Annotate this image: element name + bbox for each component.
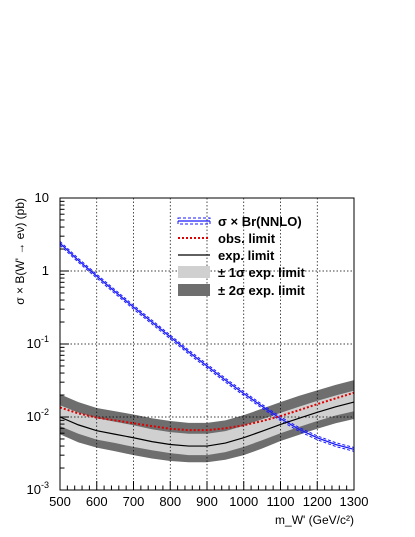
axis-ticks: [59, 197, 355, 491]
x-tick-label: 700: [123, 494, 145, 509]
y-tick-label: 10-1: [27, 334, 49, 351]
legend-label-2sigma: ± 2σ exp. limit: [218, 283, 306, 298]
legend-label-1sigma: ± 1σ exp. limit: [218, 265, 306, 280]
legend-entry-observed: obs. limit: [178, 231, 276, 246]
legend-swatch-band: [178, 266, 210, 278]
x-tick-label: 1000: [229, 494, 258, 509]
x-tick-label: 1200: [303, 494, 332, 509]
legend: σ × Br(NNLO) obs. limit exp. limit ± 1σ …: [177, 214, 306, 298]
y-tick-exponent: -2: [41, 407, 49, 417]
series-lines: [59, 241, 355, 452]
x-tick-label: 600: [86, 494, 108, 509]
x-axis-label: m_W' (GeV/c²): [275, 513, 354, 527]
x-tick-label: 800: [159, 494, 181, 509]
legend-label-expected: exp. limit: [218, 248, 275, 263]
legend-entry-theory: σ × Br(NNLO): [177, 214, 302, 229]
band-1sigma: [60, 390, 354, 456]
legend-entry-expected: exp. limit: [178, 248, 275, 263]
legend-swatch-band: [178, 284, 210, 296]
x-tick-label: 1100: [267, 494, 295, 509]
legend-label-observed: obs. limit: [218, 231, 276, 246]
uncertainty-bands: [60, 380, 354, 463]
y-axis-label: σ × B(W' → eν) (pb): [13, 198, 27, 305]
expected-limit-line: [59, 401, 355, 447]
y-tick-exponent: -1: [41, 334, 49, 344]
x-tick-label: 500: [49, 494, 71, 509]
y-tick-label: 10-3: [27, 480, 49, 497]
theory-band-upper: [59, 241, 355, 449]
y-tick-label: 10-2: [27, 407, 49, 424]
legend-label-theory: σ × Br(NNLO): [218, 214, 302, 229]
observed-limit-line: [59, 391, 355, 432]
x-tick-label: 900: [196, 494, 218, 509]
y-tick-exponent: -3: [41, 480, 49, 490]
y-tick-label: 1: [42, 263, 49, 278]
legend-entry-1sigma: ± 1σ exp. limit: [178, 265, 306, 280]
y-tick-label: 10: [35, 190, 49, 205]
x-tick-label: 1300: [340, 494, 369, 509]
theory-line: [59, 242, 355, 451]
legend-entry-2sigma: ± 2σ exp. limit: [178, 283, 306, 298]
theory-band-lower: [59, 244, 355, 452]
